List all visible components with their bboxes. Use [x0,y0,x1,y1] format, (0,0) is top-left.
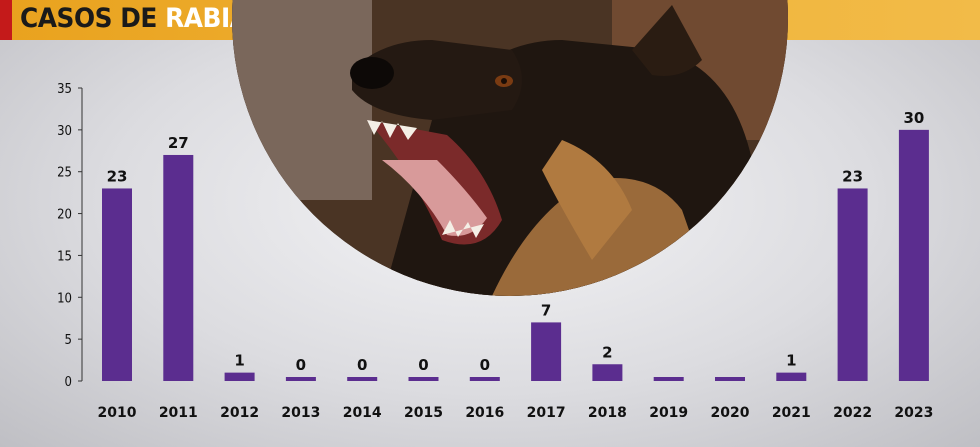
x-tick-label-2020: 2020 [711,405,750,421]
value-label-2018: 2 [602,343,612,361]
value-label-2012: 1 [234,352,244,370]
x-tick-label-2023: 2023 [894,405,933,421]
value-label-2017: 7 [541,301,551,319]
x-tick-label-2018: 2018 [588,405,627,421]
header-accent [0,0,12,40]
title-part-1: CASOS DE [20,3,166,34]
value-label-2021: 1 [786,352,796,370]
bar-2019 [653,377,684,381]
x-tick-label-2010: 2010 [98,405,137,421]
x-tick-label-2021: 2021 [772,405,811,421]
y-axis: 0 5 10 15 20 25 30 35 [57,82,83,390]
bar-2017 [531,322,562,381]
bar-2010 [102,188,132,381]
bar-2015 [408,377,439,381]
y-tick-label: 20 [57,208,72,223]
y-tick-label: 35 [57,82,72,97]
y-tick-label: 15 [57,249,72,264]
bars-group [102,129,929,381]
y-tick-label: 25 [57,166,72,181]
bar-2022 [837,188,868,381]
y-tick-label: 30 [57,124,72,139]
value-label-2011: 27 [168,134,189,152]
y-tick-label: 5 [65,333,72,348]
bar-2011 [163,154,194,381]
bar-2014 [347,377,378,381]
bar-2021 [776,372,807,381]
y-tick-label: 0 [65,375,72,390]
value-labels-group: 23 27 1 0 0 0 0 7 2 1 23 30 [107,109,925,374]
bar-2023 [898,129,929,381]
value-label-2013: 0 [296,356,306,374]
value-label-2015: 0 [418,356,428,374]
bar-2020 [715,377,745,381]
value-label-2022: 23 [842,167,863,185]
x-tick-label-2016: 2016 [465,405,504,421]
value-label-2016: 0 [480,356,490,374]
value-label-2010: 23 [107,167,128,185]
x-tick-label-2013: 2013 [281,405,320,421]
x-tick-label-2011: 2011 [159,405,198,421]
bar-2016 [469,377,500,381]
bar-2012 [224,372,255,381]
x-tick-label-2015: 2015 [404,405,443,421]
bar-2013 [285,377,316,381]
x-tick-label-2022: 2022 [833,405,872,421]
value-label-2014: 0 [357,356,367,374]
x-tick-labels-group: 2010 2011 2012 2013 2014 2015 2016 2017 2018 2019… [98,405,934,421]
x-tick-label-2012: 2012 [220,405,259,421]
x-tick-label-2019: 2019 [649,405,688,421]
value-label-2023: 30 [903,109,924,127]
y-tick-label: 10 [57,291,72,306]
x-tick-label-2017: 2017 [527,405,566,421]
x-tick-label-2014: 2014 [343,405,382,421]
bar-2018 [592,364,623,381]
